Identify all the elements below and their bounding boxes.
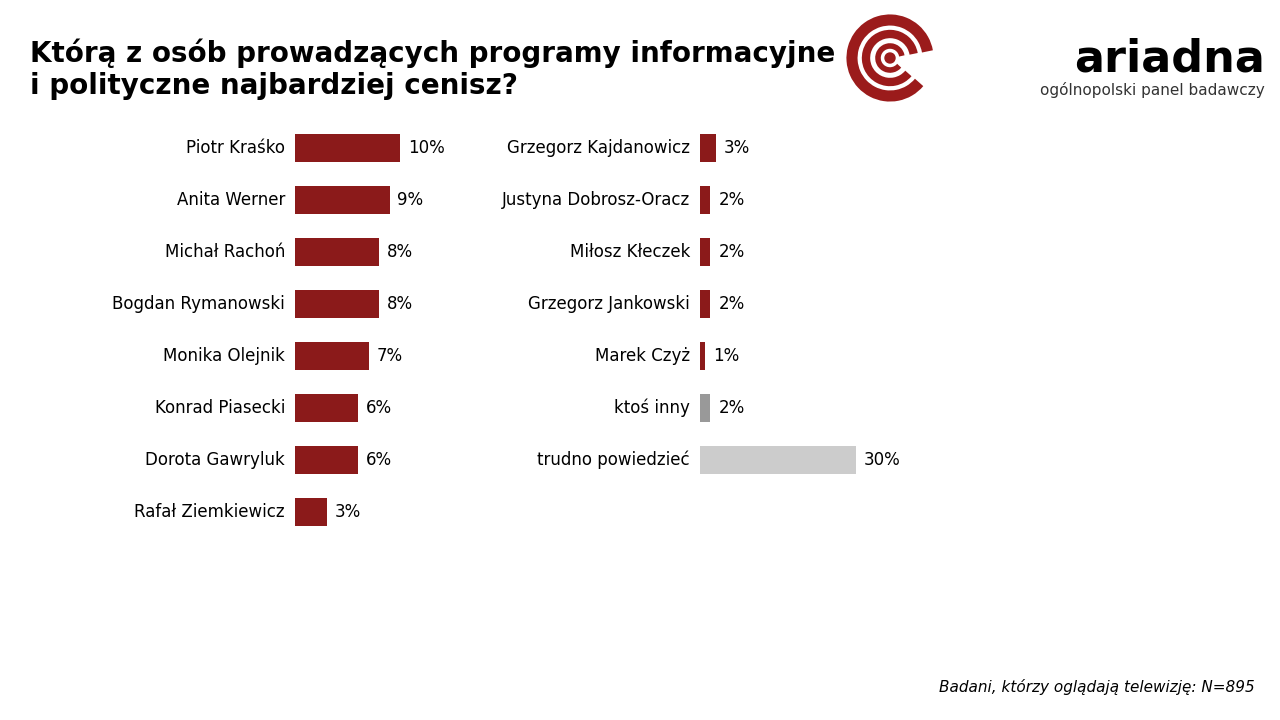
Text: Marek Czyż: Marek Czyż bbox=[595, 347, 690, 365]
Text: Konrad Piasecki: Konrad Piasecki bbox=[155, 399, 285, 417]
Bar bbox=[294, 134, 399, 162]
Text: 10%: 10% bbox=[408, 139, 444, 157]
Text: 6%: 6% bbox=[366, 399, 392, 417]
Text: Anita Werner: Anita Werner bbox=[177, 191, 285, 209]
Text: Bogdan Rymanowski: Bogdan Rymanowski bbox=[113, 295, 285, 313]
Text: 3%: 3% bbox=[723, 139, 750, 157]
Text: i polityczne najbardziej cenisz?: i polityczne najbardziej cenisz? bbox=[29, 72, 518, 100]
Circle shape bbox=[884, 53, 895, 63]
Text: ktoś inny: ktoś inny bbox=[614, 399, 690, 418]
Text: Monika Olejnik: Monika Olejnik bbox=[163, 347, 285, 365]
Bar bbox=[700, 342, 705, 370]
Text: Rafał Ziemkiewicz: Rafał Ziemkiewicz bbox=[134, 503, 285, 521]
Text: 6%: 6% bbox=[366, 451, 392, 469]
Bar bbox=[294, 498, 326, 526]
Text: trudno powiedzieć: trudno powiedzieć bbox=[538, 451, 690, 469]
Text: Grzegorz Jankowski: Grzegorz Jankowski bbox=[529, 295, 690, 313]
Bar bbox=[294, 238, 379, 266]
Bar bbox=[294, 446, 358, 474]
Text: Grzegorz Kajdanowicz: Grzegorz Kajdanowicz bbox=[507, 139, 690, 157]
Bar bbox=[294, 342, 369, 370]
Text: 30%: 30% bbox=[864, 451, 901, 469]
Text: 2%: 2% bbox=[718, 243, 745, 261]
Bar bbox=[700, 134, 716, 162]
Bar bbox=[700, 186, 710, 214]
Text: ogólnopolski panel badawczy: ogólnopolski panel badawczy bbox=[1041, 82, 1265, 98]
Text: 7%: 7% bbox=[376, 347, 403, 365]
Text: Michał Rachoń: Michał Rachoń bbox=[165, 243, 285, 261]
Bar bbox=[700, 238, 710, 266]
Text: ariadna: ariadna bbox=[1074, 38, 1265, 81]
Text: Justyna Dobrosz-Oracz: Justyna Dobrosz-Oracz bbox=[502, 191, 690, 209]
Text: Miłosz Kłeczek: Miłosz Kłeczek bbox=[570, 243, 690, 261]
Text: Piotr Kraśko: Piotr Kraśko bbox=[186, 139, 285, 157]
Text: Dorota Gawryluk: Dorota Gawryluk bbox=[145, 451, 285, 469]
Bar bbox=[294, 394, 358, 422]
Text: 8%: 8% bbox=[387, 295, 413, 313]
Text: 9%: 9% bbox=[398, 191, 424, 209]
Bar bbox=[700, 290, 710, 318]
Bar bbox=[700, 394, 710, 422]
Text: 1%: 1% bbox=[713, 347, 740, 365]
Bar bbox=[294, 290, 379, 318]
Bar bbox=[294, 186, 389, 214]
Text: 2%: 2% bbox=[718, 191, 745, 209]
Bar bbox=[700, 446, 856, 474]
Text: 8%: 8% bbox=[387, 243, 413, 261]
Text: Badani, którzy oglądają telewizję: N=895: Badani, którzy oglądają telewizję: N=895 bbox=[940, 679, 1254, 695]
Text: 2%: 2% bbox=[718, 295, 745, 313]
Text: Którą z osób prowadzących programy informacyjne: Którą z osób prowadzących programy infor… bbox=[29, 38, 836, 68]
Text: 2%: 2% bbox=[718, 399, 745, 417]
Text: 3%: 3% bbox=[334, 503, 361, 521]
